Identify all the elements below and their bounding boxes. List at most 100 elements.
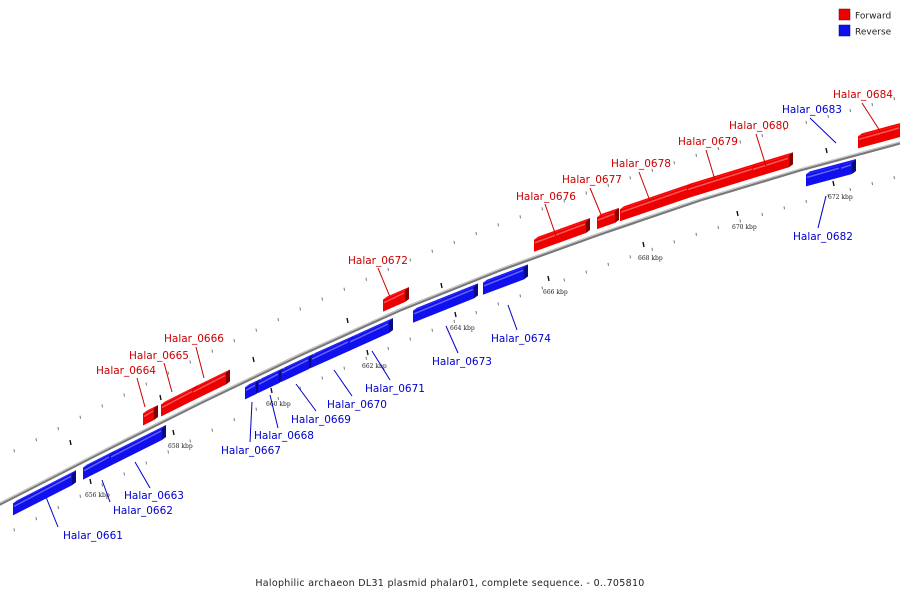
- gene-face: [858, 125, 900, 149]
- gene-side: [72, 470, 76, 486]
- reverse-legend-swatch: [838, 24, 851, 37]
- gene-block[interactable]: [752, 152, 793, 179]
- gene-label[interactable]: Halar_0662: [113, 505, 173, 517]
- major-tick: [832, 180, 835, 187]
- gene-block[interactable]: [192, 369, 230, 401]
- gene-leader-line: [195, 346, 205, 379]
- gene-label[interactable]: Halar_0666: [164, 333, 224, 345]
- tick-label: 664 kbp: [450, 325, 475, 332]
- gene-label[interactable]: Halar_0665: [129, 350, 189, 362]
- gene-leader-line: [817, 195, 827, 229]
- major-tick: [270, 387, 273, 394]
- gene-block[interactable]: [245, 379, 260, 400]
- genes: [13, 123, 900, 516]
- gene-block[interactable]: [597, 207, 619, 230]
- gene-top: [840, 158, 856, 166]
- gene-label[interactable]: Halar_0683: [782, 104, 842, 116]
- gene-top: [534, 218, 590, 240]
- major-tick: [454, 311, 457, 318]
- gene-face: [597, 210, 615, 230]
- gene-shine: [83, 456, 110, 472]
- tick-label: 658 kbp: [168, 443, 193, 450]
- tick-label: 660 kbp: [266, 401, 291, 408]
- gene-block[interactable]: [349, 317, 393, 351]
- gene-face: [13, 473, 72, 516]
- gene-block[interactable]: [534, 218, 590, 252]
- gene-face: [245, 382, 256, 400]
- gene-leader-line: [445, 325, 459, 354]
- gene-side: [154, 405, 158, 420]
- gene-label[interactable]: Halar_0661: [63, 530, 123, 542]
- gene-face: [840, 161, 852, 178]
- gene-top: [83, 451, 114, 468]
- gene-label[interactable]: Halar_0670: [327, 399, 387, 411]
- gene-shine: [597, 213, 615, 221]
- gene-label[interactable]: Halar_0664: [96, 365, 156, 377]
- plasmid-backbone: [0, 141, 900, 506]
- gene-shine: [752, 157, 789, 171]
- gene-top: [110, 425, 166, 454]
- major-tick: [89, 478, 92, 485]
- gene-leader-line: [101, 479, 111, 503]
- gene-shine: [281, 359, 309, 374]
- tick-label: 662 kbp: [362, 363, 387, 370]
- legend: Forward Reverse: [838, 8, 892, 38]
- gene-label[interactable]: Halar_0668: [254, 430, 314, 442]
- gene-block[interactable]: [143, 405, 158, 426]
- gene-top: [349, 317, 393, 339]
- tick-label: 656 kbp: [85, 492, 110, 499]
- backbone-highlight: [0, 141, 900, 504]
- forward-legend-label: Forward: [855, 12, 891, 22]
- kbp-ticks: 656 kbp 658 kbp 660 kbp 662 kbp 664 kbp 666 k…: [69, 147, 853, 499]
- gene-label[interactable]: Halar_0678: [611, 158, 671, 170]
- gene-block[interactable]: [483, 264, 528, 295]
- gene-label[interactable]: Halar_0679: [678, 136, 738, 148]
- major-tick: [252, 356, 255, 363]
- gene-side: [789, 152, 793, 168]
- gene-label[interactable]: Halar_0669: [291, 414, 351, 426]
- major-tick: [440, 282, 443, 289]
- gene-leader-line: [589, 187, 603, 218]
- gene-label[interactable]: Halar_0676: [516, 191, 576, 203]
- gene-label[interactable]: Halar_0667: [221, 445, 281, 457]
- gene-shine: [620, 188, 688, 213]
- major-tick: [366, 349, 369, 356]
- gene-face: [534, 221, 586, 252]
- gene-face: [620, 186, 688, 222]
- gene-face: [143, 408, 154, 426]
- gene-label[interactable]: Halar_0671: [365, 383, 425, 395]
- gene-top: [143, 405, 158, 414]
- gene-face: [192, 372, 226, 401]
- gene-label[interactable]: Halar_0674: [491, 333, 551, 345]
- gene-top: [620, 183, 692, 210]
- gene-leader-line: [134, 461, 151, 489]
- gene-side: [852, 158, 856, 174]
- gene-label[interactable]: Halar_0680: [729, 120, 789, 132]
- gene-shine: [687, 168, 753, 191]
- gene-label[interactable]: Halar_0673: [432, 356, 492, 368]
- gene-block[interactable]: [110, 425, 166, 466]
- gene-label[interactable]: Halar_0677: [562, 174, 622, 186]
- gene-top: [483, 264, 528, 283]
- gene-label[interactable]: Halar_0663: [124, 490, 184, 502]
- gene-block[interactable]: [413, 283, 478, 323]
- gene-block[interactable]: [13, 470, 76, 516]
- gene-leader-line: [45, 496, 59, 528]
- major-tick: [736, 210, 739, 217]
- gene-top: [806, 162, 844, 175]
- gene-label[interactable]: Halar_0672: [348, 255, 408, 267]
- gene-block[interactable]: [840, 158, 856, 178]
- tick-label: 668 kbp: [638, 255, 663, 262]
- gene-label[interactable]: Halar_0682: [793, 231, 853, 243]
- gene-top: [311, 335, 353, 357]
- minor-tick-marks: [13, 97, 895, 532]
- gene-label[interactable]: Halar_0684: [833, 89, 893, 101]
- major-tick: [547, 275, 550, 282]
- gene-face: [383, 290, 405, 312]
- gene-shine: [806, 167, 840, 179]
- gene-side: [586, 218, 590, 234]
- gene-top: [13, 470, 76, 504]
- gene-shine: [192, 374, 226, 393]
- gene-shine: [858, 127, 900, 141]
